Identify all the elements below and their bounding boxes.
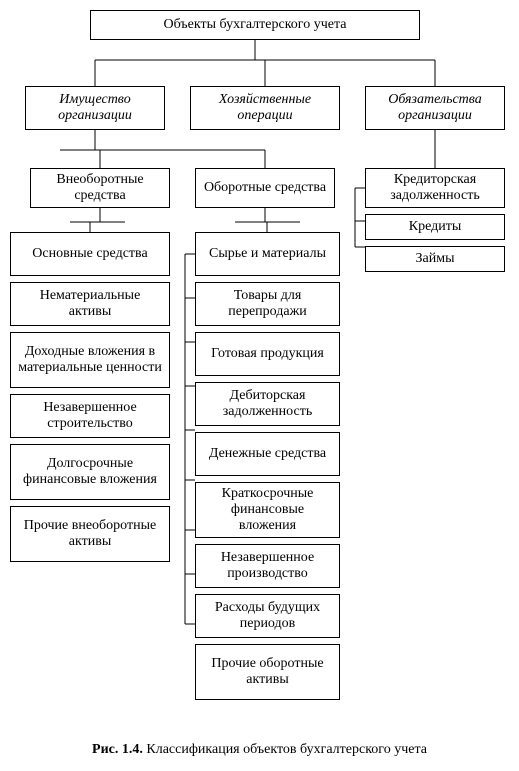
current-assets-head: Оборотные средства [195,168,335,208]
branch-liabilities: Обязательства организации [365,86,505,130]
liab-item: Кредиты [365,214,505,240]
branch-operations: Хозяйственные операции [190,86,340,130]
current-item: Дебиторская задолженность [195,382,340,426]
figure-caption-text: Классификация объектов бухгалтерского уч… [146,742,427,757]
noncurrent-item: Долгосрочные финансовые вложения [10,444,170,500]
current-item: Сырье и материалы [195,232,340,276]
current-item: Готовая продукция [195,332,340,376]
liab-item: Кредиторская задолженность [365,168,505,208]
figure-number: Рис. 1.4. [92,742,143,757]
noncurrent-item: Прочие внеоборотные активы [10,506,170,562]
branch-property: Имущество организации [25,86,165,130]
noncurrent-item: Нематериальные активы [10,282,170,326]
current-item: Незавершенное производство [195,544,340,588]
noncurrent-assets-head: Внеоборотные средства [30,168,170,208]
noncurrent-item: Основные средства [10,232,170,276]
current-item: Денежные средства [195,432,340,476]
current-item: Товары для перепродажи [195,282,340,326]
noncurrent-item: Доходные вложения в материальные ценност… [10,332,170,388]
current-item: Расходы будущих периодов [195,594,340,638]
figure-caption: Рис. 1.4. Классификация объектов бухгалт… [0,742,519,758]
noncurrent-item: Незавершенное строительство [10,394,170,438]
liab-item: Займы [365,246,505,272]
diagram-title: Объекты бухгалтерского учета [90,10,420,40]
current-item: Краткосрочные финансовые вложения [195,482,340,538]
current-item: Прочие оборотные активы [195,644,340,700]
